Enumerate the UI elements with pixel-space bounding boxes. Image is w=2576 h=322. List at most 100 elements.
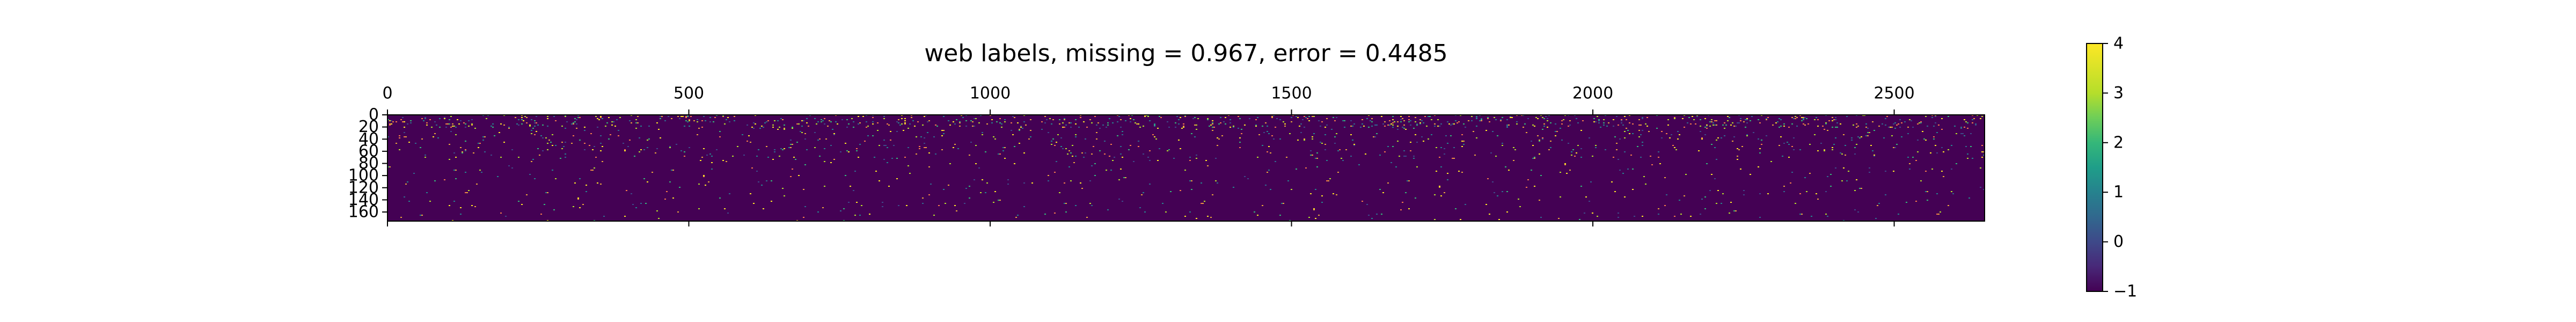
heatmap-cell <box>1595 121 1597 122</box>
heatmap-cell <box>550 142 552 143</box>
heatmap-cell <box>1209 126 1210 127</box>
heatmap-cell <box>1463 144 1465 145</box>
heatmap-cell <box>1936 132 1938 133</box>
heatmap-cell <box>883 159 885 160</box>
heatmap-cell <box>1353 144 1355 145</box>
heatmap-cell <box>1011 122 1012 123</box>
heatmap-cell <box>1196 155 1197 156</box>
heatmap-cell <box>975 163 977 164</box>
heatmap-cell <box>1740 120 1741 121</box>
heatmap-cell <box>1806 191 1807 192</box>
heatmap-cell <box>748 135 750 136</box>
heatmap-cell <box>1941 171 1943 172</box>
heatmap-cell <box>466 192 468 193</box>
heatmap-cell <box>999 122 1001 123</box>
heatmap-cell <box>1273 138 1275 140</box>
heatmap-cell <box>534 178 536 179</box>
heatmap-cell <box>1336 194 1337 195</box>
heatmap-cell <box>680 116 682 117</box>
heatmap-cell <box>1936 152 1938 153</box>
heatmap-cell <box>1791 146 1793 147</box>
heatmap-cell <box>1031 182 1033 184</box>
heatmap-cell <box>804 133 806 134</box>
heatmap-cell <box>526 194 528 195</box>
heatmap-cell <box>821 121 822 122</box>
y-tick-label: 80 <box>358 154 379 173</box>
heatmap-cell <box>755 123 756 125</box>
heatmap-cell <box>455 134 457 135</box>
heatmap-cell <box>1221 135 1223 136</box>
heatmap-cell <box>1745 119 1746 120</box>
heatmap-cell <box>1671 134 1672 135</box>
heatmap-cell <box>1447 179 1448 180</box>
heatmap-cell <box>1885 118 1886 119</box>
heatmap-cell <box>1241 129 1242 130</box>
heatmap-cell <box>1086 127 1088 128</box>
heatmap-cell <box>1368 127 1370 128</box>
heatmap-cell <box>1706 125 1708 126</box>
heatmap-cell <box>471 205 473 206</box>
heatmap-cell <box>1180 190 1181 191</box>
heatmap-cell <box>436 125 437 126</box>
heatmap-cell <box>1835 127 1836 128</box>
heatmap-cell <box>1629 122 1630 123</box>
heatmap-cell <box>1112 122 1114 123</box>
heatmap-cell <box>970 120 972 121</box>
heatmap-cell <box>460 147 462 148</box>
heatmap-cell <box>1534 186 1535 187</box>
heatmap-cell <box>1168 149 1170 150</box>
heatmap-cell <box>1886 116 1888 117</box>
heatmap-cell <box>846 127 848 128</box>
heatmap-cell <box>1572 149 1574 150</box>
colorbar-tick-label: 4 <box>2113 34 2124 53</box>
heatmap-cell <box>536 116 537 117</box>
heatmap-cell <box>1494 192 1495 193</box>
heatmap-cell <box>1434 123 1436 125</box>
heatmap-cell <box>764 122 766 123</box>
heatmap-cell <box>898 205 899 206</box>
heatmap-cell <box>1144 211 1146 213</box>
heatmap-cell <box>647 140 648 141</box>
heatmap-cell <box>1920 180 1922 181</box>
heatmap-frame <box>387 114 1985 222</box>
heatmap-cell <box>1690 216 1692 217</box>
heatmap-cell <box>1476 116 1477 117</box>
heatmap-cell <box>462 151 463 152</box>
heatmap-cell <box>1230 122 1231 123</box>
heatmap-cell <box>1154 136 1155 137</box>
heatmap-cell <box>1004 119 1006 120</box>
heatmap-cell <box>1392 119 1394 120</box>
heatmap-cell <box>516 123 518 125</box>
heatmap-cell <box>492 127 494 128</box>
heatmap-cell <box>1618 213 1619 214</box>
heatmap-cell <box>1072 156 1073 157</box>
heatmap-cell <box>444 117 445 118</box>
heatmap-cell <box>669 181 671 182</box>
heatmap-cell <box>901 118 903 119</box>
heatmap-cell <box>1658 208 1659 209</box>
heatmap-cell <box>1492 131 1494 132</box>
heatmap-cell <box>1254 211 1255 213</box>
colorbar-tick-label: 1 <box>2113 183 2124 202</box>
heatmap-cell <box>1056 142 1057 143</box>
heatmap-cell <box>1444 153 1445 155</box>
heatmap-cell <box>943 189 945 190</box>
heatmap-cell <box>832 129 833 130</box>
x-tick-label: 1000 <box>970 84 1011 103</box>
heatmap-cell <box>1700 126 1701 127</box>
heatmap-cell <box>468 126 470 127</box>
heatmap-cell <box>1593 118 1595 119</box>
heatmap-cell <box>1642 145 1643 146</box>
heatmap-cell <box>1196 158 1197 159</box>
heatmap-cell <box>1321 202 1323 203</box>
heatmap-cell <box>1434 219 1436 220</box>
heatmap-cell <box>1972 122 1973 123</box>
heatmap-cell <box>1925 140 1927 141</box>
heatmap-cell <box>545 192 547 193</box>
heatmap-cell <box>991 119 993 120</box>
heatmap-cell <box>1965 121 1967 122</box>
heatmap-cell <box>1606 126 1608 127</box>
heatmap-cell <box>1576 152 1577 153</box>
heatmap-cell <box>1268 146 1270 147</box>
heatmap-cell <box>1312 116 1313 117</box>
